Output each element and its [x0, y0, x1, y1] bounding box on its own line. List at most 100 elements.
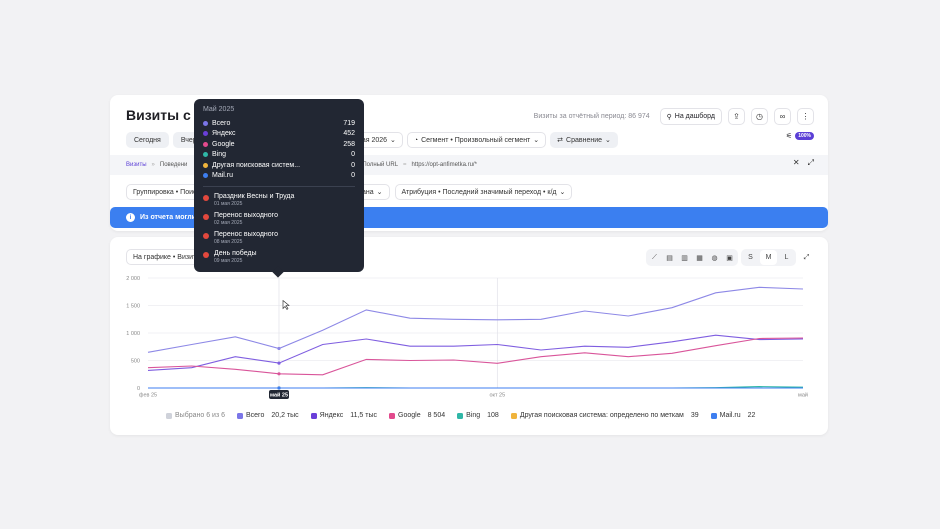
series-line: [147, 286, 804, 353]
series-line: [147, 334, 804, 371]
legend-value: 22: [747, 412, 756, 419]
legend-value: 8 504: [427, 412, 446, 419]
legend-selected-count[interactable]: Выбрано 6 из 6: [166, 412, 225, 419]
series-point: [277, 386, 281, 390]
chevron-down-icon: ⌄: [559, 189, 566, 196]
tooltip-event: Праздник Весны и Труда 01 мая 2025: [203, 193, 355, 208]
tooltip-row-value: 0: [351, 151, 355, 159]
grouping-label: Группировка • Поиск: [133, 188, 200, 196]
grouping-selector[interactable]: Группировка • Поиск: [126, 184, 207, 200]
sampling-control[interactable]: ⚟ 100%: [786, 132, 814, 140]
filter-item-behavior[interactable]: Поведени: [159, 162, 188, 168]
attribution-controls: ана ⌄ Атрибуция • Последний значимый пер…: [355, 184, 573, 200]
tooltip-rows: Всего 719 Яндекс 452 Google 258 Bing 0 Другая по…: [203, 118, 355, 181]
info-icon: i: [126, 213, 135, 222]
chart-legend: Выбрано 6 из 6 Всего 20,2 тыс Яндекс 11,5 т…: [166, 412, 755, 419]
x-tick-label: май: [798, 392, 808, 399]
column-chart-icon[interactable]: ▦: [696, 254, 703, 262]
compare-icon: ⇄: [557, 137, 564, 144]
event-date: 09 мая 2025: [214, 258, 243, 264]
legend-name: Mail.ru: [719, 412, 741, 419]
size-s-button[interactable]: S: [748, 254, 753, 261]
checkbox-icon: [710, 412, 717, 419]
legend-name: Другая поисковая система: определено по …: [519, 412, 684, 419]
page-title: Визиты с по: [126, 107, 212, 123]
filter-actions: ✕ ⤢: [793, 158, 814, 168]
filter-root[interactable]: Визиты: [126, 162, 147, 168]
legend-items: Всего 20,2 тыс Яндекс 11,5 тыс Google 8 504 Bi…: [237, 412, 755, 419]
legend-item[interactable]: Всего 20,2 тыс: [237, 412, 299, 419]
holiday-icon: [203, 252, 209, 258]
chart-type-group: ⟋ ▤ ▥ ▦ ◍ ▣: [646, 249, 738, 266]
x-tick-highlight: [269, 390, 289, 399]
event-name: Перенос выходного: [214, 212, 278, 219]
legend-value: 20,2 тыс: [271, 412, 299, 419]
compare-label: Сравнение: [566, 136, 603, 144]
series-line: [147, 337, 804, 376]
dashboard-button[interactable]: ⚲ На дашборд: [659, 108, 722, 125]
legend-item[interactable]: Яндекс 11,5 тыс: [310, 412, 378, 419]
tooltip-row-label: Google: [203, 141, 235, 148]
close-icon[interactable]: ✕: [792, 158, 800, 167]
event-name: Праздник Весны и Труда: [214, 193, 295, 200]
export-icon[interactable]: ⇪: [728, 108, 745, 125]
chart-metric-label: На графике • Визиты: [133, 253, 202, 261]
date-preset-today[interactable]: Сегодня: [126, 132, 169, 148]
filter-item-url[interactable]: Полный URL: [362, 162, 399, 168]
x-tick-label: окт 25: [489, 393, 505, 399]
legend-value: 11,5 тыс: [350, 412, 378, 419]
tooltip-event: Перенос выходного 02 мая 2025: [203, 212, 355, 227]
mouse-cursor-icon: [282, 299, 290, 310]
legend-item[interactable]: Mail.ru 22: [710, 412, 756, 419]
holiday-icon: [203, 214, 209, 220]
size-l-button[interactable]: L: [784, 254, 789, 261]
history-icon[interactable]: ◷: [751, 108, 768, 125]
compare-selector[interactable]: ⇄ Сравнение ⌄: [550, 132, 618, 148]
size-m-button[interactable]: M: [760, 250, 777, 265]
tooltip-row-value: 452: [343, 130, 355, 138]
legend-value: 39: [690, 412, 699, 419]
stacked-area-icon[interactable]: ▤: [666, 254, 673, 262]
tooltip-row: Bing 0: [203, 150, 355, 161]
legend-name: Bing: [466, 412, 481, 419]
tooltip-row-label: Bing: [203, 151, 226, 158]
event-date: 08 мая 2025: [214, 239, 243, 245]
event-date: 01 мая 2025: [214, 201, 243, 207]
series-point: [277, 346, 281, 351]
chevron-down-icon: ⌄: [376, 189, 383, 196]
tooltip-events: Праздник Весны и Труда 01 мая 2025 Перенос…: [203, 193, 355, 265]
report-controls: мая 2026 ⌄ ◔ Сегмент • Произвольный сегм…: [350, 132, 618, 148]
holiday-icon: [203, 233, 209, 239]
y-tick-label: 2 000: [126, 276, 140, 282]
legend-name: Google: [398, 412, 421, 419]
y-tick-label: 1 000: [126, 331, 140, 337]
expand-icon[interactable]: ⤢: [807, 158, 814, 167]
equals-icon: =: [403, 162, 407, 168]
link-icon[interactable]: ∞: [774, 108, 791, 125]
tooltip-row: Всего 719: [203, 118, 355, 129]
pie-chart-icon[interactable]: ◍: [711, 254, 718, 262]
tooltip-row-value: 719: [343, 119, 355, 127]
more-icon[interactable]: ⋮: [797, 108, 814, 125]
fullscreen-icon[interactable]: ⤢: [803, 253, 810, 261]
date-range-text: мая 2026: [357, 136, 388, 144]
attribution-selector[interactable]: Атрибуция • Последний значимый переход •…: [394, 184, 573, 200]
legend-item[interactable]: Bing 108: [457, 412, 499, 419]
segment-selector[interactable]: ◔ Сегмент • Произвольный сегмент ⌄: [406, 132, 547, 148]
tooltip-divider: [203, 186, 355, 187]
line-chart-icon[interactable]: ⟋: [652, 253, 657, 261]
grouping-extra-label: ана: [362, 188, 374, 196]
legend-item[interactable]: Другая поисковая система: определено по …: [510, 412, 699, 419]
filter-value: https://opt-anfimetka.ru/*: [411, 162, 477, 168]
event-name: Перенос выходного: [214, 231, 278, 238]
bar-chart-icon[interactable]: ▥: [681, 254, 688, 262]
tooltip-row: Mail.ru 0: [203, 171, 355, 182]
legend-item[interactable]: Google 8 504: [389, 412, 445, 419]
visits-line-chart[interactable]: 0 500 1 000 1 500 2 000 фев 25 май 25 окт 25 май: [110, 237, 828, 412]
tooltip-row-label: Другая поисковая систем...: [203, 162, 300, 169]
table-chart-icon[interactable]: ▣: [726, 254, 733, 262]
checkbox-icon: [237, 412, 243, 419]
segment-label: Сегмент • Произвольный сегмент: [421, 136, 531, 144]
tooltip-series-name: Mail.ru: [212, 172, 234, 180]
segment-icon: ◔: [413, 136, 419, 144]
